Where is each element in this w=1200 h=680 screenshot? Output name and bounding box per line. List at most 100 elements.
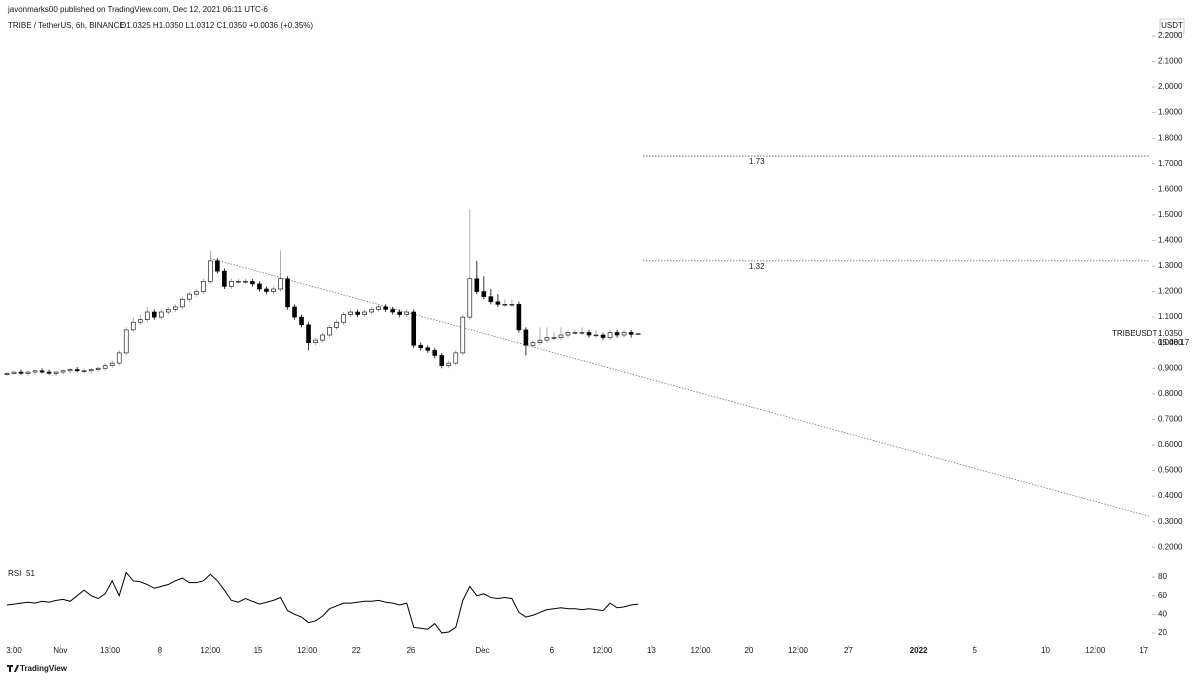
candle-body <box>74 369 80 372</box>
candle-body <box>488 296 494 303</box>
y-tick-label: 1.1000 <box>1158 312 1183 321</box>
candle-body <box>158 311 164 318</box>
candle-body <box>102 365 108 369</box>
candle-body <box>586 332 592 336</box>
countdown: 05:48:17 <box>1158 338 1190 347</box>
candle-body <box>544 337 550 341</box>
candle-body <box>187 293 192 300</box>
x-tick-label: 15 <box>254 646 263 655</box>
candle-body <box>236 281 241 283</box>
candle-body <box>313 339 318 343</box>
candle-body <box>53 371 59 374</box>
y-tick-label: 0.3000 <box>1158 517 1183 526</box>
candle-body <box>215 260 220 272</box>
y-tick-label: 1.0000 <box>1158 338 1183 347</box>
y-tick-label: 0.2000 <box>1158 542 1183 551</box>
x-tick-label: 12:00 <box>297 646 318 655</box>
x-tick-label: 12:00 <box>788 646 809 655</box>
candle-body <box>25 371 31 374</box>
candle-body <box>173 306 178 310</box>
x-tick-label: 6 <box>550 646 555 655</box>
x-tick-label: 10 <box>1041 646 1050 655</box>
candle-body <box>474 278 480 292</box>
currency-box <box>1159 18 1185 34</box>
y-tick-label: 1.7000 <box>1158 159 1183 168</box>
candle-body <box>607 332 613 338</box>
x-tick-label: 2022 <box>910 646 928 655</box>
y-tick-label: 0.9000 <box>1158 363 1183 372</box>
candle-body <box>306 324 311 343</box>
candle-body <box>600 334 606 338</box>
ohlc: O1.0325 H1.0350 L1.0312 C1.0350 +0.0036 … <box>120 21 313 30</box>
candle-body <box>558 334 564 338</box>
candle-body <box>109 362 115 366</box>
candle-body <box>460 316 466 354</box>
trendline <box>210 257 1151 517</box>
candle-body <box>11 371 17 374</box>
candle-body <box>397 311 402 315</box>
y-tick-label: 1.3000 <box>1158 261 1183 270</box>
header: javonmarks00 published on TradingView.co… <box>7 5 268 14</box>
x-tick-label: 12:00 <box>1085 646 1106 655</box>
candle-body <box>621 332 627 336</box>
x-tick-label: 13:00 <box>100 646 121 655</box>
candle-body <box>383 306 388 310</box>
candle-body <box>523 329 529 346</box>
candle-body <box>144 311 150 320</box>
candle-body <box>130 321 136 331</box>
y-tick-label: 2.0000 <box>1158 82 1183 91</box>
candle-body <box>530 342 536 346</box>
candle-body <box>32 370 38 373</box>
y-tick-label: 0.4000 <box>1158 491 1183 500</box>
candle-body <box>341 314 346 323</box>
candle-body <box>180 298 185 308</box>
candle-body <box>194 291 199 295</box>
rsi-tick-label: 80 <box>1158 572 1167 581</box>
y-tick-label: 0.7000 <box>1158 414 1183 423</box>
candle-body <box>439 355 445 366</box>
candle-body <box>579 332 585 334</box>
y-tick-label: 1.6000 <box>1158 184 1183 193</box>
candle-body <box>243 281 248 283</box>
candle-body <box>628 332 634 335</box>
candle-body <box>116 352 122 364</box>
candle-body <box>18 371 24 374</box>
candle-body <box>201 281 206 292</box>
candle-body <box>348 311 353 315</box>
candle-body <box>390 309 395 313</box>
y-tick-label: 1.4000 <box>1158 236 1183 245</box>
candle-body <box>299 316 304 326</box>
x-tick-label: 8 <box>158 646 163 655</box>
candle-body <box>411 311 417 346</box>
x-tick-label: 5 <box>972 646 977 655</box>
x-tick-label: 13 <box>647 646 656 655</box>
candle-body <box>229 281 234 287</box>
candle-body <box>614 332 620 336</box>
candle-body <box>327 327 332 336</box>
candle-body <box>123 329 129 354</box>
candle-body <box>292 306 297 318</box>
candle-body <box>565 332 571 336</box>
candle-body <box>516 304 522 331</box>
x-tick-label: Dec <box>475 646 489 655</box>
ticker-label: TRIBEUSDT <box>1112 329 1157 338</box>
candle-body <box>502 304 508 306</box>
candle-body <box>222 270 227 287</box>
rsi-tick-label: 60 <box>1158 591 1167 600</box>
candle-body <box>369 309 374 313</box>
candle-body <box>537 339 543 343</box>
x-tick-label: 27 <box>844 646 853 655</box>
x-tick-label: 12:00 <box>200 646 221 655</box>
candle-body <box>81 370 87 372</box>
brand: TradingView <box>20 664 68 673</box>
y-tick-label: 1.5000 <box>1158 210 1183 219</box>
y-tick-label: 1.2000 <box>1158 287 1183 296</box>
rsi-line <box>6 571 639 634</box>
x-tick-label: 17 <box>1139 646 1148 655</box>
candle-body <box>432 350 438 356</box>
candle-body <box>509 304 515 306</box>
y-tick-label: 2.2000 <box>1158 31 1183 40</box>
candle-body <box>95 367 101 370</box>
